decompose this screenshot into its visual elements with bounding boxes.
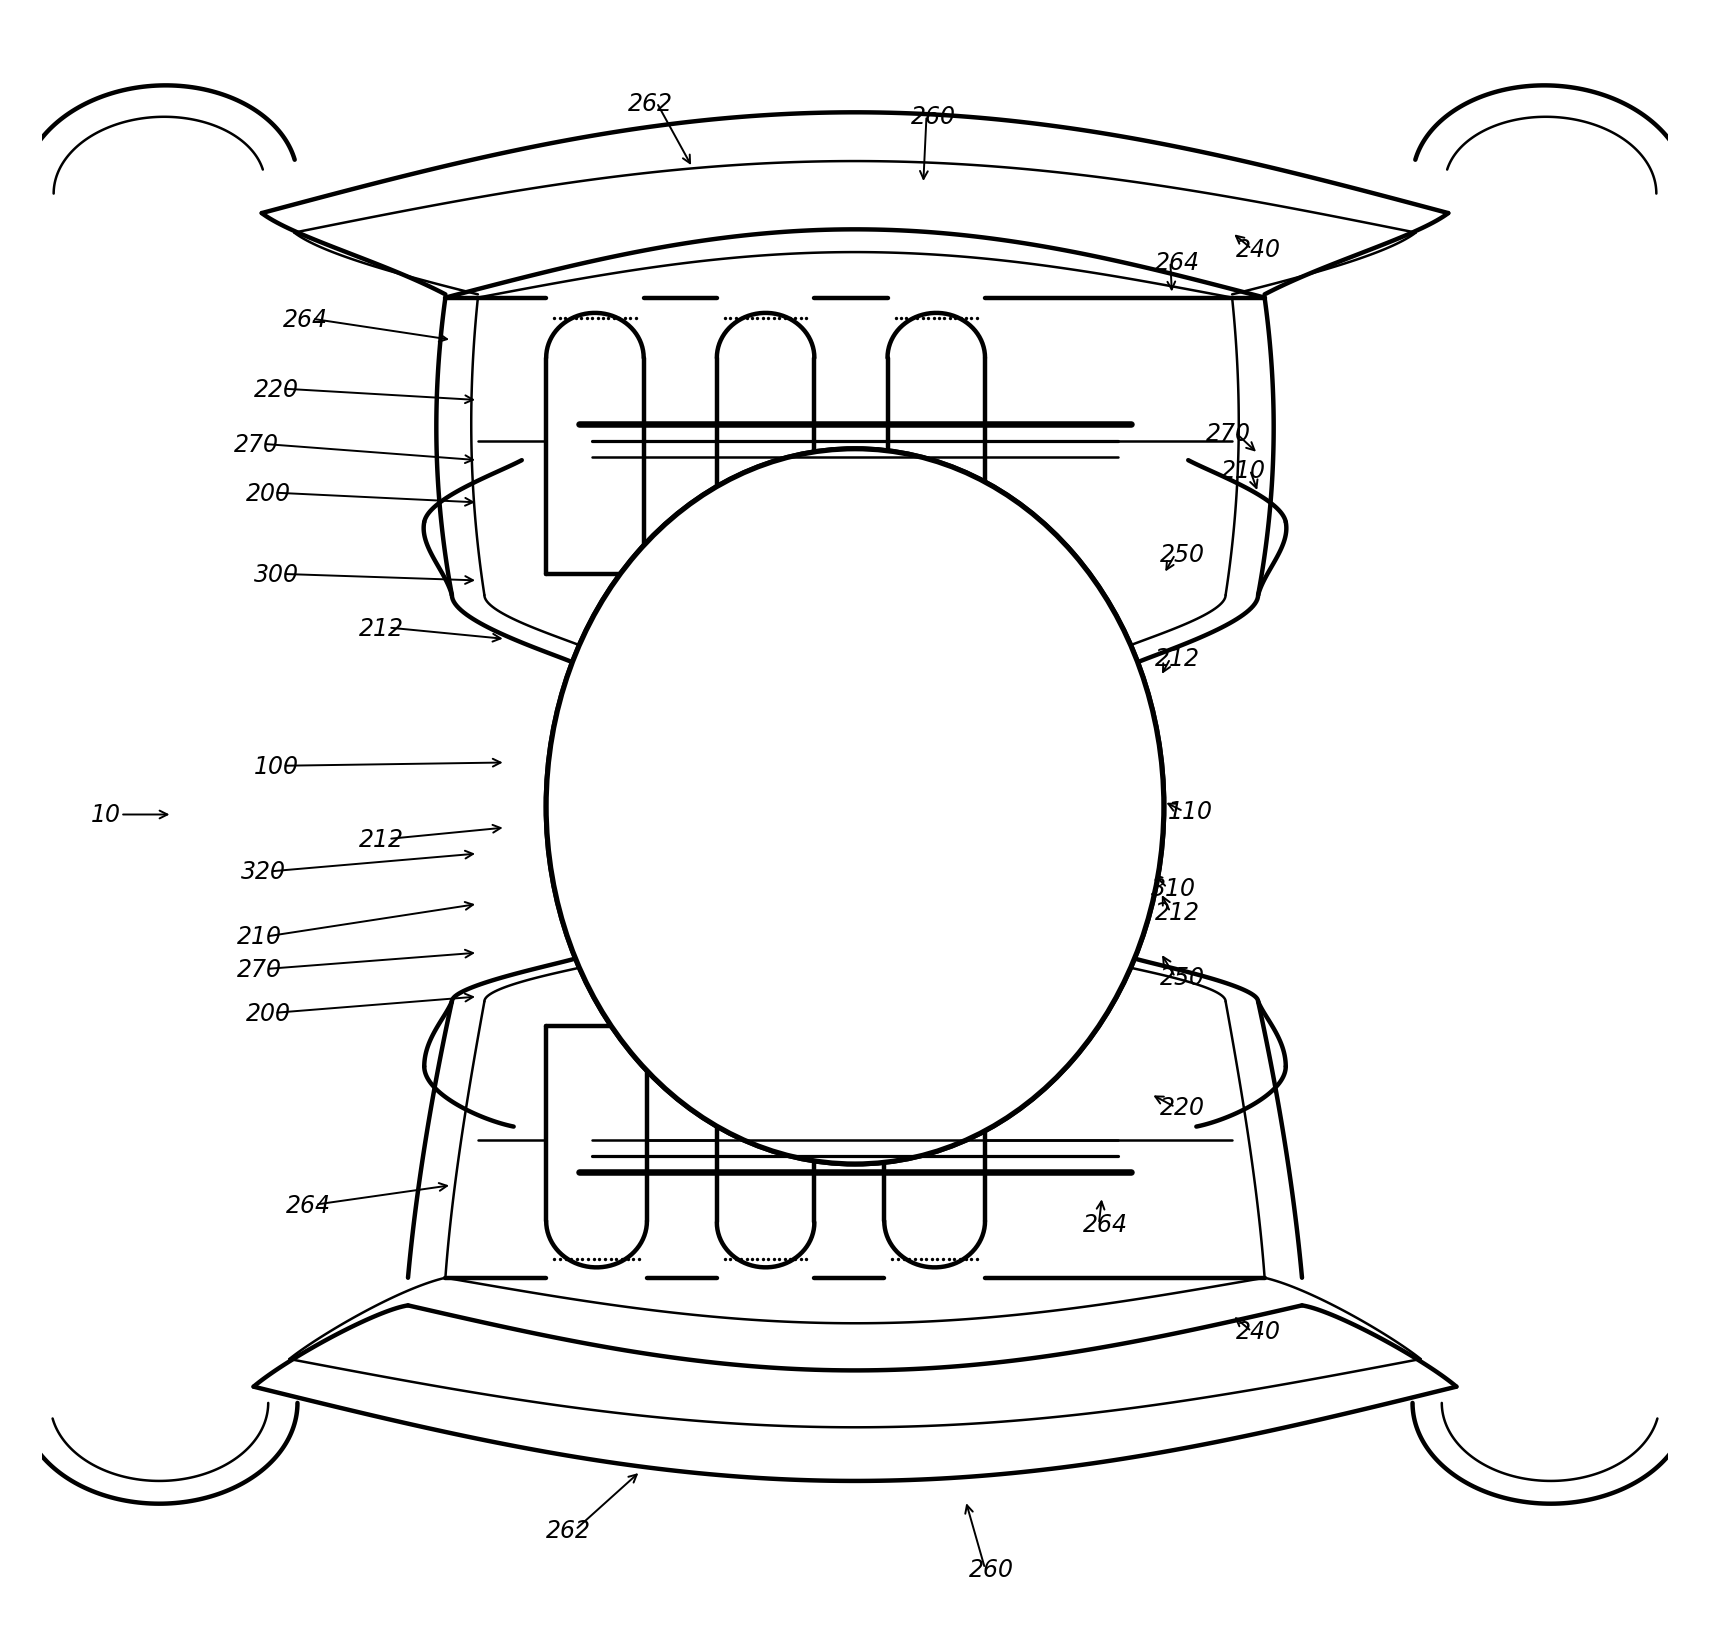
Ellipse shape [545,450,1165,1164]
Text: 264: 264 [1154,251,1200,275]
Text: 250: 250 [1159,965,1204,989]
Text: 264: 264 [282,308,328,331]
Text: 10: 10 [91,804,121,826]
Text: 212: 212 [359,616,404,641]
Text: 250: 250 [1159,543,1204,567]
Text: 212: 212 [1154,647,1200,672]
Text: 220: 220 [253,378,299,401]
Text: 240: 240 [1236,1320,1281,1343]
Text: 270: 270 [1206,421,1252,445]
Text: 212: 212 [359,828,404,851]
Text: 212: 212 [1154,900,1200,924]
Text: 210: 210 [1221,458,1265,482]
Text: 240: 240 [1236,238,1281,262]
Text: 320: 320 [241,861,286,883]
Text: 100: 100 [253,755,299,778]
Text: 262: 262 [545,1518,592,1542]
Ellipse shape [545,450,1165,1164]
Text: 310: 310 [1151,875,1197,900]
Text: 264: 264 [286,1193,332,1218]
Text: 220: 220 [1159,1095,1204,1120]
Text: 210: 210 [238,924,282,949]
Text: 110: 110 [1168,800,1212,823]
Text: 300: 300 [253,562,299,587]
Text: 260: 260 [970,1557,1014,1581]
Text: 260: 260 [911,104,956,129]
Text: 200: 200 [246,1001,291,1025]
Text: 262: 262 [628,91,672,116]
Text: 200: 200 [246,481,291,505]
Text: 270: 270 [234,432,279,456]
Text: 270: 270 [238,957,282,981]
Text: 264: 264 [1082,1213,1129,1236]
